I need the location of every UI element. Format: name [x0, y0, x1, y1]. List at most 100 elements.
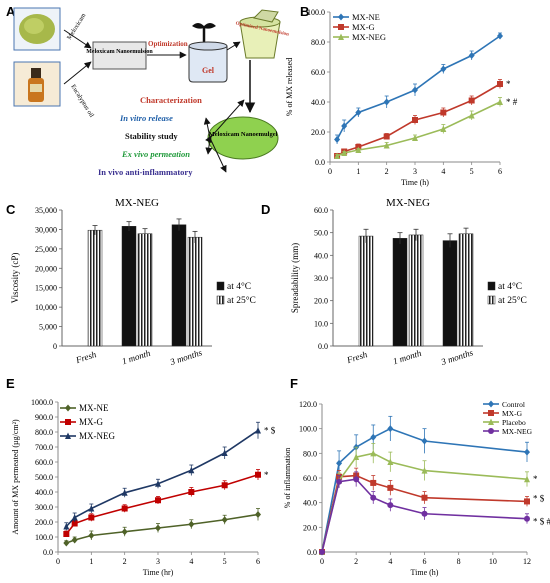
bar-at 25°C [458, 233, 474, 347]
bar-at 4°C [121, 226, 137, 347]
evaluation-arrow-1 [203, 117, 211, 139]
data-point-MX-NE [334, 136, 341, 143]
data-point-Control [370, 433, 377, 441]
legend-marker-MX-NEG [338, 33, 344, 40]
legend-marker-MX-G [65, 419, 71, 425]
x-tick-label: 1 [89, 557, 93, 566]
data-point-MX-NEG [440, 125, 447, 132]
x-tick-label: 4 [441, 167, 445, 176]
legend-marker-Placebo [488, 418, 494, 425]
y-tick-label: 40.0 [314, 251, 328, 260]
legend-marker-MX-NE [338, 13, 344, 21]
significance-annotation: * $ [264, 426, 276, 436]
arrow-oil [63, 61, 92, 85]
nanoemulsion-jar-image [239, 9, 281, 59]
data-point-MX-NE [121, 528, 128, 536]
data-point-MX-G [468, 97, 475, 104]
data-point-MX-NE [221, 516, 228, 524]
significance-annotation: * [506, 79, 511, 89]
data-point-MX-NE [383, 98, 390, 106]
data-point-MX-NEG [63, 523, 70, 530]
y-tick-label: 1000.0 [31, 398, 53, 407]
bar-at 4°C [171, 224, 187, 347]
y-axis-title: % of MX released [285, 58, 294, 116]
legend-label-Placebo: Placebo [502, 418, 526, 427]
panel-c-label: C [6, 202, 16, 217]
data-point-Placebo [387, 458, 394, 465]
evaluation-item-0: Characterization [140, 95, 202, 105]
bar-at 4°C [442, 240, 458, 347]
y-tick-label: 80.0 [311, 38, 325, 47]
y-tick-label: 25,000 [35, 245, 57, 254]
data-point-MX-NEG [353, 476, 360, 483]
y-tick-label: 20.0 [303, 523, 317, 532]
y-tick-label: 120.0 [299, 400, 317, 409]
legend-label-MX-NEG: MX-NEG [502, 427, 533, 436]
significance-annotation: * [533, 474, 538, 484]
arrow-to-jar [226, 41, 241, 51]
data-point-MX-G [121, 505, 128, 512]
legend-label-MX-G: MX-G [79, 417, 103, 427]
y-tick-label: 0.0 [315, 158, 325, 167]
legend-label-at 4°C: at 4°C [227, 281, 251, 292]
y-tick-label: 15,000 [35, 284, 57, 293]
x-axis-title: Time (h) [411, 568, 439, 577]
data-point-MX-G [370, 479, 377, 486]
series-line-MX-NE [336, 35, 501, 140]
y-tick-label: 40.0 [311, 98, 325, 107]
data-point-Placebo [524, 475, 530, 483]
x-tick-label: 2 [123, 557, 127, 566]
bar-at 25°C [87, 229, 103, 347]
x-tick-label: 3 [156, 557, 160, 566]
data-point-MX-NE [355, 109, 362, 116]
mixer-beaker-image [188, 23, 228, 83]
legend-marker-MX-NE [65, 404, 71, 412]
y-tick-label: 50.0 [314, 229, 328, 238]
chart-e-permeation: E 0.0 100.0 200.0 300.0 400.0 500.0 600.0 700.0 8… [6, 376, 276, 577]
legend-marker-MX-NEG [65, 432, 71, 439]
y-tick-label: 600.0 [35, 458, 53, 467]
y-axis-title: % of inflammation [283, 448, 292, 508]
data-point-MX-NEG [88, 505, 95, 512]
chart-f-inflammation: F 0.0 20.0 40.0 60.0 80.0 100.0 120.0 0 2 4 6 8 10 12 T… [283, 376, 550, 577]
y-tick-label: 30,000 [35, 225, 57, 234]
panel-d-label: D [261, 202, 270, 217]
series-line-MX-G [65, 473, 259, 535]
legend-label-at 25°C: at 25°C [227, 295, 256, 306]
data-point-MX-NEG [336, 478, 343, 485]
data-point-Placebo [421, 467, 428, 474]
y-tick-label: 0.0 [318, 342, 328, 351]
category-label: Fresh [345, 349, 369, 365]
legend-swatch-at 4°C [216, 281, 225, 291]
nanoemulsion-box [92, 41, 147, 70]
y-tick-label: 30.0 [314, 274, 328, 283]
category-label: 3 months [439, 347, 475, 367]
y-tick-label: 35,000 [35, 206, 57, 215]
chart-c-viscosity: C MX-NEG 0 5,000 10,000 15,000 20,000 25,000 30,… [6, 197, 256, 367]
data-point-MX-NEG [155, 480, 161, 487]
significance-annotation: * $ [533, 493, 545, 503]
x-tick-label: 6 [256, 557, 260, 566]
panel-e-label: E [6, 376, 15, 391]
panel-a-label: A [6, 4, 16, 19]
y-tick-label: 20.0 [311, 128, 325, 137]
data-point-MX-NEG [255, 427, 261, 434]
legend-label-MX-NE: MX-NE [352, 12, 380, 22]
x-tick-label: 10 [489, 557, 497, 566]
data-point-MX-NE [341, 122, 348, 130]
y-tick-label: 5,000 [39, 323, 57, 332]
legend-swatch-at 25°C [487, 295, 496, 305]
data-point-MX-NEG [468, 112, 475, 119]
x-tick-label: 5 [223, 557, 227, 566]
arrow-meloxicam [63, 29, 92, 49]
y-tick-label: 40.0 [303, 499, 317, 508]
legend-label-MX-NEG: MX-NEG [79, 431, 115, 441]
series-line-MX-NE [66, 513, 259, 544]
chart-title: MX-NEG [386, 197, 430, 209]
y-tick-label: 300.0 [35, 503, 53, 512]
series-line-MX-NEG [65, 429, 259, 528]
nanoemulgel-text: Meloxicam Nanoemulgel [209, 131, 278, 138]
data-point-MX-NEG [497, 98, 503, 105]
x-tick-label: 12 [523, 557, 531, 566]
data-point-MX-NE [468, 52, 475, 59]
